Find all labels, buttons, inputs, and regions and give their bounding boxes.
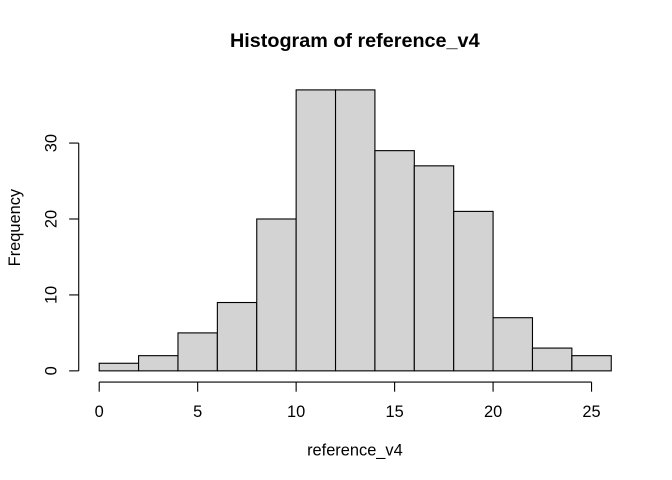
svg-text:reference_v4: reference_v4 <box>307 442 403 460</box>
svg-text:10: 10 <box>43 286 61 304</box>
svg-text:15: 15 <box>385 403 403 421</box>
svg-text:25: 25 <box>582 403 600 421</box>
svg-text:Histogram of reference_v4: Histogram of reference_v4 <box>230 30 480 52</box>
svg-text:Frequency: Frequency <box>6 188 24 266</box>
svg-text:20: 20 <box>43 210 61 228</box>
svg-text:30: 30 <box>43 134 61 152</box>
svg-text:0: 0 <box>43 366 61 375</box>
svg-text:20: 20 <box>484 403 502 421</box>
svg-text:0: 0 <box>95 403 104 421</box>
svg-text:5: 5 <box>193 403 202 421</box>
svg-text:10: 10 <box>287 403 305 421</box>
